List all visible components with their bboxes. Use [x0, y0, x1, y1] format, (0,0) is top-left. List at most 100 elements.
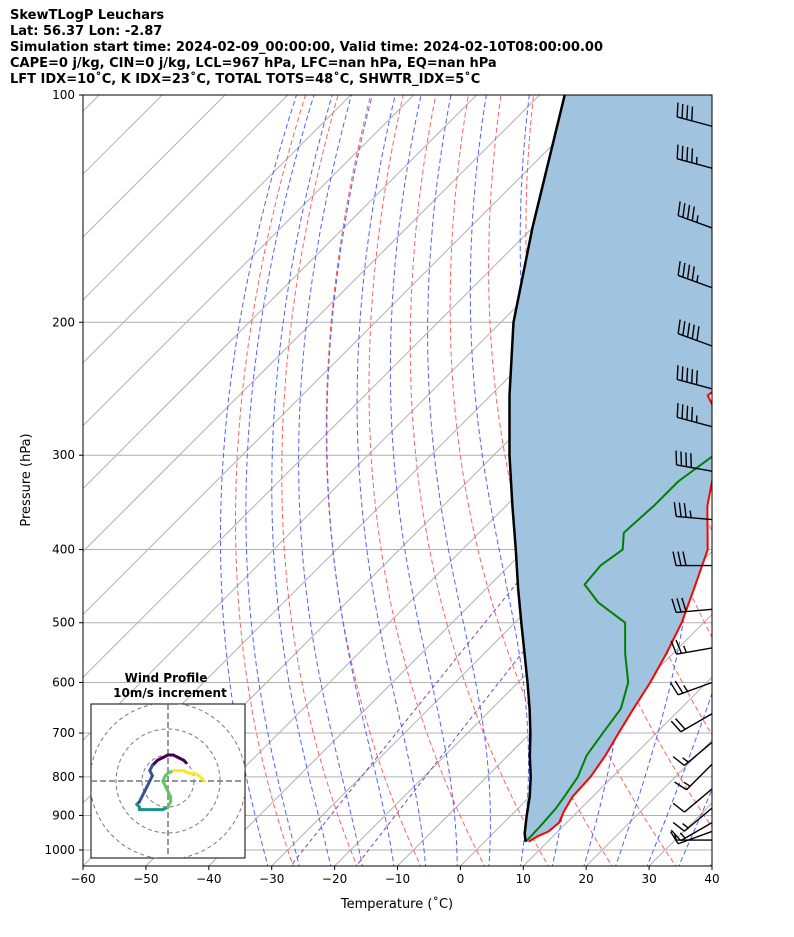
barb-half-flag — [696, 275, 699, 283]
x-tick-label: 10 — [516, 872, 531, 886]
x-tick-label: 40 — [704, 872, 719, 886]
x-tick-label: −50 — [133, 872, 158, 886]
dry-adiabat — [368, 95, 486, 866]
y-tick-label: 200 — [52, 315, 75, 329]
barb-staff — [680, 713, 713, 733]
wind-barb — [676, 102, 713, 127]
barb-half-flag — [683, 684, 689, 692]
barb-staff — [677, 116, 713, 127]
moist-adiabat — [427, 95, 491, 866]
barb-flag — [672, 756, 685, 766]
isotherm-line — [83, 95, 352, 364]
x-tick-label: −20 — [322, 872, 347, 886]
barb-flag — [669, 682, 679, 696]
barb-flag — [670, 720, 682, 733]
y-tick-label: 700 — [52, 726, 75, 740]
moist-adiabat — [298, 95, 363, 866]
dry-adiabat — [449, 95, 613, 866]
title-line-4: CAPE=0 j/kg, CIN=0 j/kg, LCL=967 hPa, LF… — [10, 56, 497, 71]
moist-adiabat — [356, 95, 427, 866]
parcel-line — [508, 95, 566, 842]
isotherm-line — [83, 95, 541, 553]
barb-staff — [680, 822, 713, 842]
title-line-5: LFT IDX=10˚C, K IDX=23˚C, TOTAL TOTS=48˚… — [10, 72, 481, 87]
barb-flag — [691, 206, 695, 221]
wind-barbs — [669, 102, 713, 845]
wind-barb — [670, 713, 713, 733]
barb-flag — [677, 551, 682, 566]
x-tick-label: −30 — [259, 872, 284, 886]
y-tick-label: 500 — [52, 616, 75, 630]
moist-adiabat — [245, 95, 315, 866]
barb-flag — [676, 144, 679, 159]
barb-flag — [669, 831, 679, 845]
barb-staff — [677, 158, 713, 169]
moist-adiabat — [326, 95, 395, 866]
wind-barb — [671, 597, 713, 614]
barb-staff — [677, 681, 713, 696]
barb-flag — [686, 147, 689, 162]
axis-layer: −60 −50 −40 −30 −20 −10 0 10 20 30 40 1000 900 800 700… — [44, 88, 719, 886]
barb-staff — [683, 807, 713, 832]
moist-adiabat — [709, 861, 712, 866]
y-axis-label: Pressure (hPa) — [19, 433, 34, 526]
barb-flag — [686, 367, 689, 383]
wind-barb — [670, 822, 713, 842]
barb-flag — [674, 680, 684, 694]
wind-barb — [675, 450, 713, 472]
isotherm-line — [83, 95, 604, 616]
barb-flag — [671, 598, 677, 613]
x-tick-label: −40 — [196, 872, 221, 886]
barb-flag — [676, 102, 679, 117]
isotherm-line — [711, 865, 712, 866]
barb-flag — [691, 266, 695, 281]
x-tick-label: 0 — [457, 872, 465, 886]
barb-flag — [681, 404, 684, 419]
wind-barb — [677, 201, 713, 229]
isotherm-line — [83, 95, 415, 427]
barb-half-flag — [682, 757, 689, 763]
barb-flag — [691, 369, 694, 384]
moist-adiabat — [469, 95, 529, 866]
y-tick-label: 1000 — [44, 843, 75, 857]
isotherm-line — [333, 487, 712, 866]
barb-half-flag — [696, 215, 699, 223]
barb-flag — [675, 718, 686, 730]
wind-barb — [674, 763, 713, 791]
barb-flag — [672, 802, 685, 813]
barb-staff — [676, 515, 713, 521]
dewpoint-line — [524, 455, 712, 843]
temperature-line — [528, 390, 712, 843]
dry-adiabat — [760, 78, 794, 869]
barb-flag — [677, 319, 681, 334]
y-tick-label: 100 — [52, 88, 75, 102]
moist-adiabat — [389, 95, 458, 866]
barb-flag — [682, 551, 687, 566]
title-line-2: Lat: 56.37 Lon: -2.87 — [10, 24, 163, 39]
barb-flag — [674, 781, 687, 791]
isotherm-line — [772, 78, 794, 869]
wind-barb — [670, 639, 713, 655]
barb-flag — [672, 821, 685, 832]
barb-flag — [681, 103, 684, 119]
wind-barb — [677, 319, 713, 347]
wind-barb — [672, 807, 713, 832]
barb-half-flag — [683, 781, 691, 787]
moist-adiabat — [271, 95, 333, 866]
barb-half-flag — [682, 823, 689, 829]
dry-adiabat — [728, 78, 794, 869]
wind-barb — [676, 403, 713, 428]
barb-staff — [676, 647, 713, 655]
title-block: SkewTLogP Leuchars Lat: 56.37 Lon: -2.87… — [10, 8, 603, 88]
barb-staff — [686, 763, 713, 791]
dry-adiabat — [235, 95, 307, 866]
barb-flag — [677, 201, 681, 216]
x-tick-label: 30 — [641, 872, 656, 886]
barb-flag — [696, 326, 700, 341]
barb-staff — [677, 214, 713, 229]
isotherm-line — [83, 95, 478, 490]
isotherm-line — [522, 676, 712, 866]
moist-adiabat — [646, 692, 712, 866]
title-line-1: SkewTLogP Leuchars — [10, 8, 165, 23]
